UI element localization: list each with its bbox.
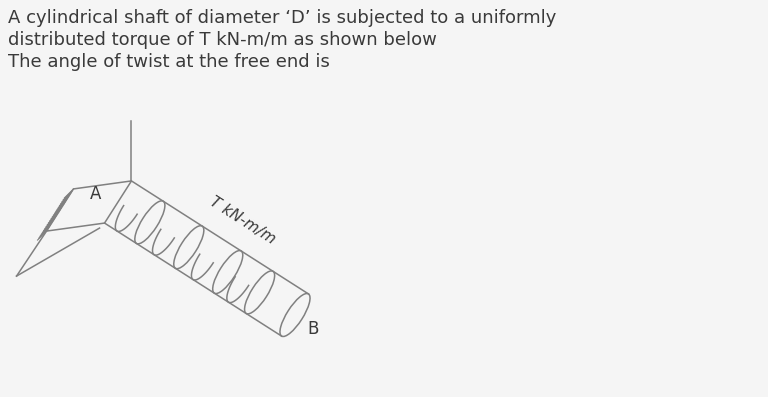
Text: T kN-m/m: T kN-m/m: [207, 194, 278, 247]
Text: A cylindrical shaft of diameter ‘D’ is subjected to a uniformly: A cylindrical shaft of diameter ‘D’ is s…: [8, 9, 556, 27]
Text: A: A: [91, 185, 101, 203]
Text: The angle of twist at the free end is: The angle of twist at the free end is: [8, 53, 330, 71]
Text: B: B: [307, 320, 319, 338]
Text: distributed torque of T kN-m/m as shown below: distributed torque of T kN-m/m as shown …: [8, 31, 437, 49]
